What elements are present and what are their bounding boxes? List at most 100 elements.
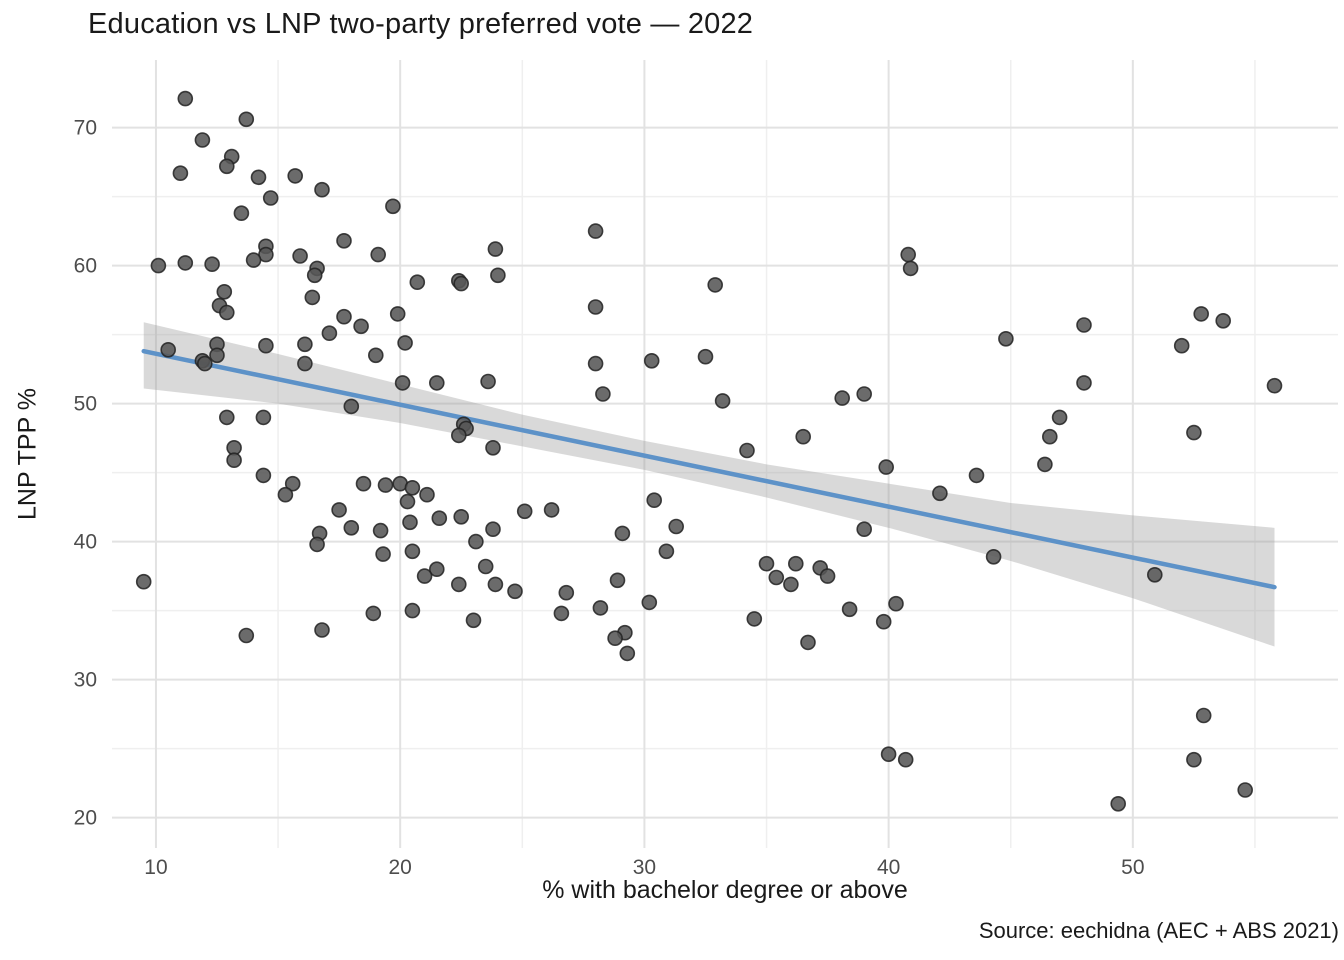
data-point bbox=[558, 584, 575, 601]
data-point bbox=[238, 627, 255, 644]
data-point bbox=[367, 347, 384, 364]
data-point bbox=[1076, 375, 1092, 391]
data-point bbox=[856, 521, 873, 538]
x-tick-label: 50 bbox=[1121, 856, 1144, 879]
data-point bbox=[343, 519, 360, 536]
data-point bbox=[255, 409, 272, 426]
data-point bbox=[841, 601, 858, 618]
x-axis-title: % with bachelor degree or above bbox=[542, 876, 908, 904]
data-point bbox=[668, 518, 685, 535]
data-point bbox=[365, 605, 382, 622]
data-point bbox=[1042, 428, 1058, 445]
data-point bbox=[250, 169, 267, 186]
data-point bbox=[783, 576, 799, 593]
data-point bbox=[487, 576, 504, 593]
data-point bbox=[1195, 707, 1212, 724]
data-point bbox=[450, 427, 467, 444]
data-point bbox=[355, 475, 372, 492]
data-point bbox=[255, 467, 272, 484]
data-point bbox=[343, 398, 360, 415]
data-point bbox=[619, 645, 636, 662]
data-point bbox=[336, 233, 352, 249]
data-point bbox=[1076, 317, 1092, 333]
data-point bbox=[453, 508, 470, 525]
data-point bbox=[402, 514, 418, 531]
data-point bbox=[238, 111, 255, 128]
data-point bbox=[609, 572, 626, 589]
y-tick-label: 60 bbox=[74, 255, 97, 278]
data-point bbox=[800, 634, 816, 651]
data-point bbox=[758, 555, 775, 572]
data-point bbox=[543, 502, 560, 518]
confidence-band bbox=[143, 322, 1275, 647]
data-point bbox=[614, 525, 631, 542]
data-point bbox=[607, 630, 623, 647]
data-point bbox=[787, 555, 804, 572]
data-point bbox=[795, 428, 812, 445]
data-point bbox=[487, 241, 504, 257]
y-tick-label: 20 bbox=[74, 807, 97, 830]
data-point bbox=[428, 375, 445, 391]
data-point bbox=[399, 493, 416, 510]
data-point bbox=[592, 600, 609, 616]
data-point bbox=[309, 536, 325, 553]
data-point bbox=[595, 386, 611, 402]
data-point bbox=[468, 533, 484, 550]
data-point bbox=[477, 558, 494, 575]
data-point bbox=[453, 275, 470, 292]
data-point bbox=[150, 257, 167, 274]
data-point bbox=[297, 336, 313, 353]
data-point bbox=[135, 573, 152, 590]
data-point bbox=[209, 347, 225, 364]
data-point bbox=[819, 568, 836, 584]
y-tick-label: 30 bbox=[74, 669, 97, 692]
data-point bbox=[314, 181, 330, 198]
data-point bbox=[1110, 795, 1126, 812]
data-point bbox=[646, 492, 663, 509]
data-point bbox=[219, 409, 235, 426]
data-point bbox=[219, 158, 235, 175]
data-point bbox=[321, 325, 338, 342]
data-point bbox=[385, 198, 401, 215]
data-point bbox=[219, 304, 235, 321]
data-point bbox=[194, 132, 211, 148]
data-point bbox=[233, 205, 250, 221]
data-point bbox=[409, 274, 426, 291]
data-point bbox=[897, 751, 914, 768]
data-point bbox=[1237, 782, 1253, 798]
data-point bbox=[880, 746, 897, 763]
data-point bbox=[375, 546, 391, 562]
data-point bbox=[258, 337, 274, 354]
data-point bbox=[697, 348, 714, 365]
data-point bbox=[485, 521, 501, 538]
data-point bbox=[397, 335, 413, 351]
data-point bbox=[878, 459, 895, 475]
data-point bbox=[314, 622, 330, 638]
source-caption: Source: eechidna (AEC + ABS 2021) bbox=[978, 918, 1339, 943]
chart-title: Education vs LNP two-party preferred vot… bbox=[88, 8, 754, 40]
data-point bbox=[1147, 566, 1163, 583]
data-point bbox=[490, 267, 506, 284]
data-point bbox=[297, 355, 313, 372]
data-point bbox=[746, 611, 763, 627]
y-tick-label: 40 bbox=[74, 531, 97, 554]
y-tick-label: 50 bbox=[74, 393, 97, 416]
data-point bbox=[292, 248, 308, 264]
data-point bbox=[416, 568, 433, 584]
data-point bbox=[553, 605, 570, 622]
data-point bbox=[1037, 456, 1053, 473]
data-point bbox=[204, 256, 220, 273]
data-point bbox=[587, 299, 604, 315]
data-point bbox=[480, 373, 496, 390]
data-point bbox=[428, 561, 445, 578]
data-point bbox=[1215, 312, 1231, 329]
data-point bbox=[216, 283, 233, 300]
data-point bbox=[587, 355, 604, 372]
data-point bbox=[160, 341, 176, 358]
data-point bbox=[287, 168, 304, 184]
x-tick-label: 30 bbox=[633, 856, 656, 879]
data-point bbox=[1193, 306, 1209, 322]
data-point bbox=[404, 479, 421, 496]
data-point bbox=[389, 306, 406, 322]
